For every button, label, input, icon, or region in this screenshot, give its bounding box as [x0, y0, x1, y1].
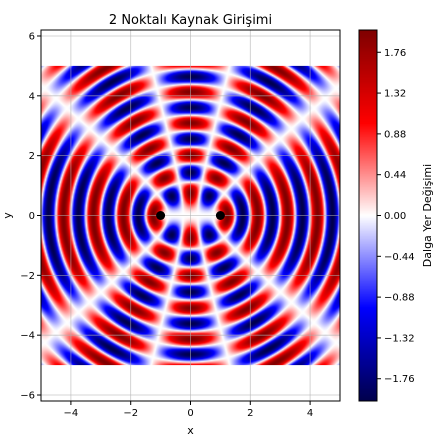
grid-lines	[41, 30, 340, 401]
colorbar-tick-label: 1.32	[384, 89, 406, 100]
y-tick-label: 6	[29, 31, 35, 42]
source-point	[156, 211, 166, 220]
point-sources	[156, 211, 225, 220]
x-tick-label: 4	[307, 408, 313, 419]
source-point	[215, 211, 225, 220]
x-axis-label: x	[187, 424, 194, 437]
colorbar-label: Dalga Yer Değişimi	[421, 164, 434, 267]
x-tick-label: 2	[247, 408, 253, 419]
x-tick-label: −4	[64, 408, 79, 419]
y-tick-label: −4	[20, 331, 35, 342]
y-tick-label: 2	[29, 151, 35, 162]
y-tick-label: −6	[20, 391, 35, 402]
colorbar-gradient	[359, 30, 377, 401]
colorbar-tick-label: −1.76	[384, 374, 415, 385]
y-tick-label: 4	[29, 91, 35, 102]
y-axis-label: y	[1, 212, 14, 219]
plot-area: −4 −2 0 2 4 −6 −4 −2 0 2 4 6	[20, 29, 341, 419]
y-tick-label: −2	[20, 271, 35, 282]
colorbar-tick-label: 0.88	[384, 129, 406, 140]
x-axis-ticks: −4 −2 0 2 4	[64, 401, 313, 419]
x-tick-label: 0	[187, 408, 193, 419]
colorbar-tick-label: 0.44	[384, 170, 406, 181]
colorbar-ticks: 1.76 1.32 0.88 0.44 0.00 −0.44 −0.88 −1.32 −1.76	[377, 48, 415, 385]
colorbar-tick-label: 0.00	[384, 211, 406, 222]
colorbar: 1.76 1.32 0.88 0.44 0.00 −0.44 −0.88 −1.32 −1.76…	[358, 29, 434, 402]
colorbar-tick-label: −1.32	[384, 333, 415, 344]
colorbar-tick-label: −0.88	[384, 293, 415, 304]
y-axis-ticks: −6 −4 −2 0 2 4 6	[20, 31, 41, 402]
colorbar-tick-label: 1.76	[384, 48, 406, 59]
chart-title: 2 Noktalı Kaynak Girişimi	[109, 13, 272, 28]
y-tick-label: 0	[29, 211, 35, 222]
colorbar-tick-label: −0.44	[384, 252, 415, 263]
x-tick-label: −2	[123, 408, 138, 419]
